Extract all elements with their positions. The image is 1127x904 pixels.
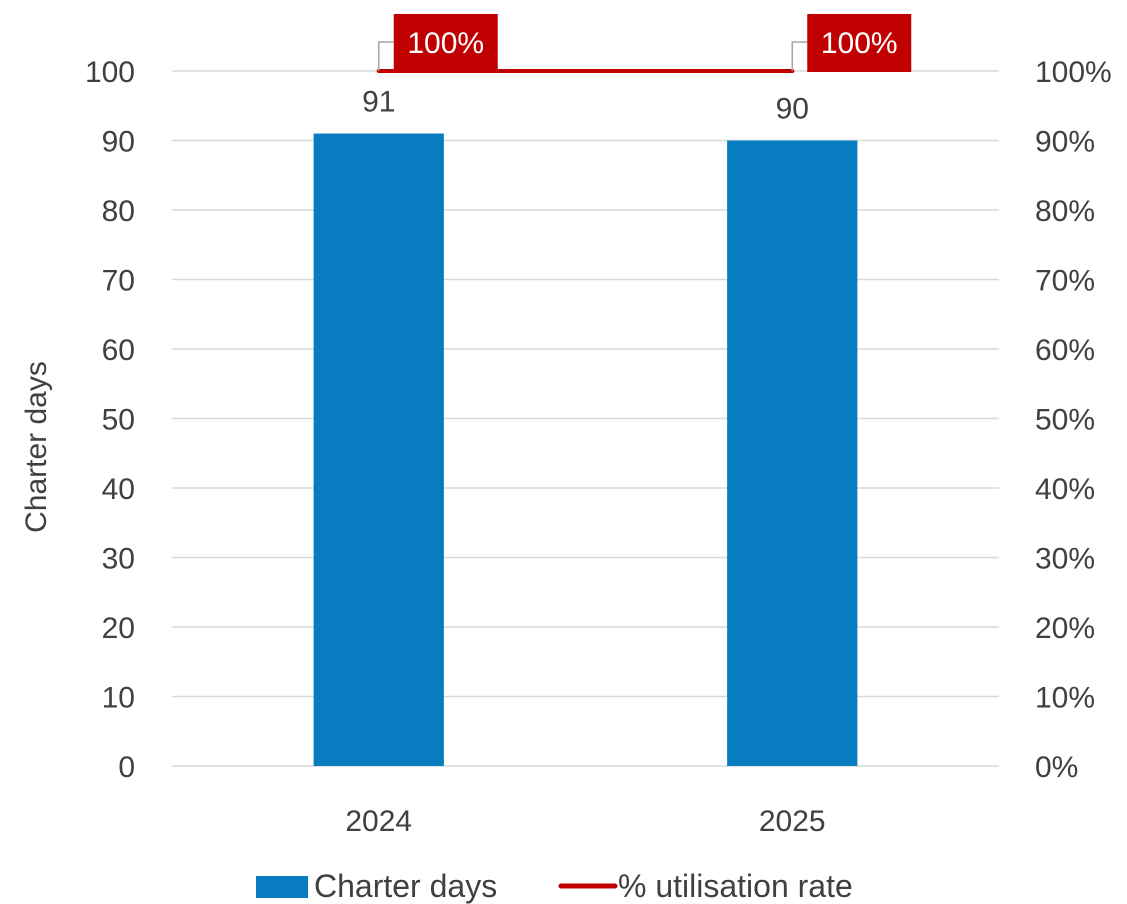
x-tick-label: 2024 <box>345 805 412 838</box>
left-axis-ticks: 0 10 20 30 40 50 60 70 80 90 100 <box>85 56 135 784</box>
callout-leader <box>378 41 394 71</box>
bar-data-label: 91 <box>362 86 395 119</box>
callout-box <box>807 14 912 72</box>
y2-tick-label: 90% <box>1035 126 1095 159</box>
gridlines <box>172 70 999 767</box>
y2-tick-label: 0% <box>1035 751 1078 784</box>
y-tick-label: 40 <box>102 473 135 506</box>
y2-tick-label: 20% <box>1035 612 1095 645</box>
right-axis-ticks: 0% 10% 20% 30% 40% 50% 60% 70% 80% 90% 100% <box>1035 56 1112 784</box>
bar-data-label: 90 <box>776 93 809 126</box>
y-tick-label: 50 <box>102 404 135 437</box>
y2-tick-label: 50% <box>1035 404 1095 437</box>
y-tick-label: 100 <box>85 56 135 89</box>
x-tick-label: 2025 <box>759 805 826 838</box>
legend-label-utilisation: % utilisation rate <box>618 868 853 904</box>
bar <box>313 133 444 767</box>
y2-tick-label: 70% <box>1035 265 1095 298</box>
legend: Charter days % utilisation rate <box>256 868 853 904</box>
bar <box>727 140 858 766</box>
y-tick-label: 10 <box>102 682 135 715</box>
y2-tick-label: 10% <box>1035 682 1095 715</box>
y-axis-title: Charter days <box>20 361 53 533</box>
y-tick-label: 30 <box>102 543 135 576</box>
y-tick-label: 90 <box>102 126 135 159</box>
y2-tick-label: 60% <box>1035 334 1095 367</box>
y-tick-label: 80 <box>102 195 135 228</box>
callout-box <box>393 14 498 72</box>
y-tick-label: 60 <box>102 334 135 367</box>
y2-tick-label: 100% <box>1035 56 1112 89</box>
data-labels: 91 90 100% 100% <box>362 14 912 126</box>
callout-leader <box>791 41 808 71</box>
y-tick-label: 70 <box>102 265 135 298</box>
x-axis-ticks: 2024 2025 <box>345 805 825 838</box>
y2-tick-label: 80% <box>1035 195 1095 228</box>
legend-label-charter-days: Charter days <box>314 868 497 904</box>
y2-tick-label: 40% <box>1035 473 1095 506</box>
legend-swatch-charter-days <box>256 876 308 898</box>
line-data-label: 100% <box>821 27 898 60</box>
y-tick-label: 0 <box>118 751 135 784</box>
y2-tick-label: 30% <box>1035 543 1095 576</box>
y-tick-label: 20 <box>102 612 135 645</box>
line-data-label: 100% <box>407 27 484 60</box>
bar-series <box>313 133 858 767</box>
